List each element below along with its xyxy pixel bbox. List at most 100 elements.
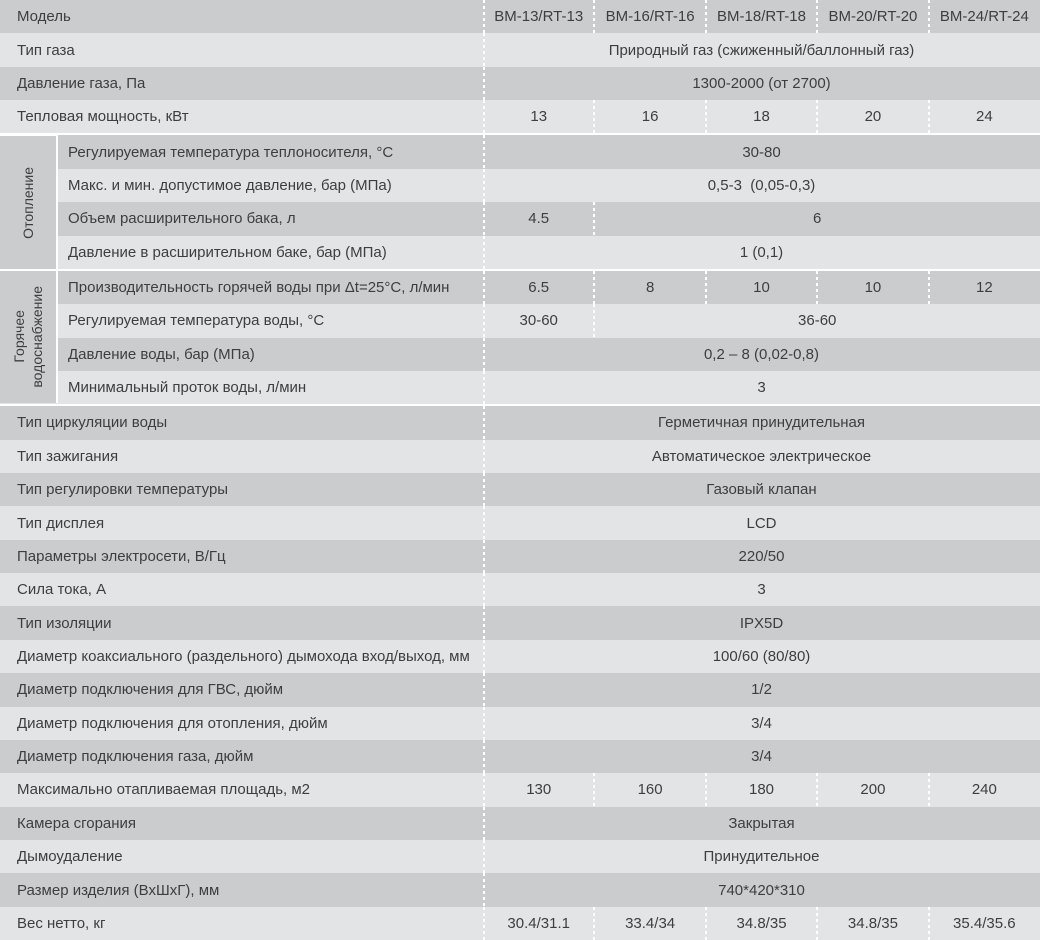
table-row: Диаметр коаксиального (раздельного) дымо…: [0, 639, 1040, 674]
value-cell: 30-80: [742, 143, 781, 161]
table-row: Тип газа Природный газ (сжиженный/баллон…: [0, 33, 1040, 68]
row-label: Камера сгорания: [17, 814, 137, 832]
table-row: Тип дисплея LCD: [0, 506, 1040, 541]
value-cell: 3/4: [751, 748, 772, 766]
table-row: Давление газа, Па 1300-2000 (от 2700): [0, 66, 1040, 101]
table-row: Максимально отапливаемая площадь, м2 130…: [0, 773, 1040, 807]
table-row: Вес нетто, кг 30.4/31.1 33.4/34 34.8/35 …: [0, 906, 1040, 940]
table-row: Камера сгорания Закрытая: [0, 806, 1040, 841]
table-row: Размер изделия (ВхШхГ), мм 740*420*310: [0, 873, 1040, 908]
value-cell: Природный газ (сжиженный/баллонный газ): [608, 41, 915, 59]
value-cell: 180: [704, 773, 817, 807]
header-values: BM-13/RT-13 BM-16/RT-16 BM-18/RT-18 BM-2…: [483, 0, 1040, 34]
table-row: Тепловая мощность, кВт 13 16 18 20 24: [0, 100, 1040, 134]
table-row: Регулируемая температура воды, °C 30-60 …: [0, 304, 1040, 338]
group-hot-water-label: Горячее водоснабжение: [10, 285, 45, 388]
value-cell: 100/60 (80/80): [712, 648, 811, 665]
row-label: Размер изделия (ВхШхГ), мм: [17, 881, 220, 899]
value-cell: 24: [927, 100, 1040, 134]
value-cell: Газовый клапан: [706, 481, 817, 499]
table-row: Дымоудаление Принудительное: [0, 839, 1040, 874]
row-label: Параметры электросети, В/Гц: [17, 547, 226, 565]
row-label: Тип газа: [17, 41, 75, 59]
value-cell: 20: [816, 100, 928, 134]
value-cell: 10: [704, 270, 817, 305]
row-label: Регулируемая температура воды, °C: [68, 312, 325, 330]
value-cell: 4.5: [528, 210, 550, 228]
value-cell: 130: [526, 781, 552, 799]
row-label: Диаметр подключения для отопления, дюйм: [17, 714, 328, 732]
table-row: Регулируемая температура теплоносителя, …: [0, 133, 1040, 170]
table-row: Диаметр подключения для ГВС, дюйм 1/2: [0, 673, 1040, 707]
row-label: Тип регулировки температуры: [17, 481, 229, 499]
value-cell: 740*420*310: [718, 881, 805, 899]
row-label: Давление воды, бар (МПа): [68, 345, 255, 363]
table-row: Тип регулировки температуры Газовый клап…: [0, 473, 1040, 507]
value-cell: 3: [757, 379, 766, 397]
group-heating: Отопление: [0, 134, 58, 269]
column-header-model-3: BM-18/RT-18: [704, 0, 817, 34]
table-row: Давление воды, бар (МПа) 0,2 – 8 (0,02-0…: [0, 337, 1040, 372]
value-cell: 1300-2000 (от 2700): [692, 74, 831, 92]
value-cell: 30.4/31.1: [507, 914, 570, 932]
column-header-model-5: BM-24/RT-24: [927, 0, 1040, 34]
value-cell: 16: [593, 100, 705, 134]
value-cell: 33.4/34: [593, 906, 705, 940]
column-header-model: Модель: [17, 8, 71, 26]
value-cell: 0,2 – 8 (0,02-0,8): [703, 345, 820, 363]
value-cell: 0,5-3 (0,05-0,3): [707, 176, 816, 194]
value-cell: 3/4: [751, 714, 772, 732]
row-label: Макс. и мин. допустимое давление, бар (М…: [68, 176, 392, 194]
value-cell: 35.4/35.6: [927, 906, 1040, 940]
row-label: Вес нетто, кг: [17, 914, 106, 932]
row-label: Тип изоляции: [17, 614, 112, 632]
row-label: Максимально отапливаемая площадь, м2: [17, 781, 310, 799]
row-label: Минимальный проток воды, л/мин: [68, 379, 307, 397]
table-row: Макс. и мин. допустимое давление, бар (М…: [0, 168, 1040, 203]
value-cell: 12: [927, 270, 1040, 305]
value-cell: LCD: [746, 514, 777, 532]
row-label: Тип зажигания: [17, 447, 119, 465]
value-cell: 1 (0,1): [739, 243, 784, 261]
value-cell: Принудительное: [703, 848, 820, 866]
table-row: Тип изоляции IPX5D: [0, 606, 1040, 641]
row-label: Давление газа, Па: [17, 74, 146, 92]
value-cell: 36-60: [593, 304, 1040, 338]
column-header-model-4: BM-20/RT-20: [816, 0, 928, 34]
row-label: Диаметр подключения газа, дюйм: [17, 748, 254, 766]
column-header-model-2: BM-16/RT-16: [593, 0, 705, 34]
value-cell: 34.8/35: [816, 906, 928, 940]
table-row: Минимальный проток воды, л/мин 3: [0, 370, 1040, 405]
value-cell: 13: [530, 108, 548, 126]
table-row: Параметры электросети, В/Гц 220/50: [0, 539, 1040, 574]
row-label: Дымоудаление: [17, 848, 123, 866]
value-cell: 1/2: [751, 681, 772, 699]
value-cell: 240: [927, 773, 1040, 807]
row-label: Диаметр коаксиального (раздельного) дымо…: [17, 648, 470, 665]
row-label: Тип циркуляции воды: [17, 414, 168, 432]
value-cell: 200: [816, 773, 928, 807]
value-cell: 6: [593, 202, 1040, 236]
table-row: Диаметр подключения для отопления, дюйм …: [0, 706, 1040, 741]
table-row: Давление в расширительном баке, бар (МПа…: [0, 235, 1040, 270]
value-cell: 160: [593, 773, 705, 807]
table-header-row: Модель BM-13/RT-13 BM-16/RT-16 BM-18/RT-…: [0, 0, 1040, 34]
value-cell: 3: [757, 581, 766, 599]
value-cell: Герметичная принудительная: [657, 414, 866, 432]
value-cell: 30-60: [519, 312, 558, 330]
value-cell: IPX5D: [739, 614, 784, 632]
group-hot-water: Горячее водоснабжение: [0, 268, 58, 403]
value-cell: 10: [816, 270, 928, 305]
table-row: Тип циркуляции воды Герметичная принудит…: [0, 404, 1040, 441]
row-label: Регулируемая температура теплоносителя, …: [68, 143, 394, 161]
value-cell: 34.8/35: [704, 906, 817, 940]
value-cell: 18: [704, 100, 817, 134]
column-header-model-1: BM-13/RT-13: [494, 8, 584, 26]
table-row: Диаметр подключения газа, дюйм 3/4: [0, 739, 1040, 774]
row-label: Тепловая мощность, кВт: [17, 108, 189, 126]
group-heating-label: Отопление: [19, 166, 36, 239]
table-row: Объем расширительного бака, л 4.5 6: [0, 202, 1040, 236]
row-label: Тип дисплея: [17, 514, 105, 532]
row-label: Сила тока, А: [17, 581, 107, 599]
